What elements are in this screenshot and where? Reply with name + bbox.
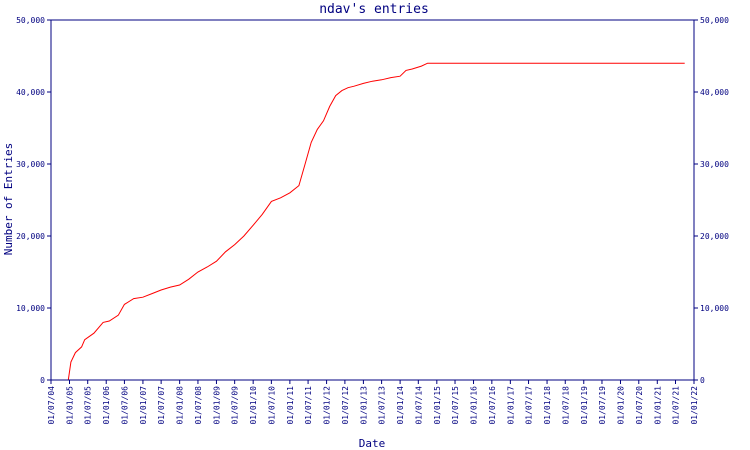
x-tick-label: 01/07/17	[525, 386, 534, 425]
x-tick-label: 01/07/20	[635, 386, 644, 425]
y-tick-label-right: 20,000	[700, 232, 729, 241]
y-tick-label-left: 10,000	[16, 304, 45, 313]
x-tick-label: 01/01/12	[323, 386, 332, 425]
x-tick-label: 01/07/21	[671, 386, 680, 425]
x-axis-label: Date	[359, 437, 386, 450]
x-tick-label: 01/07/04	[47, 386, 56, 425]
x-tick-label: 01/07/18	[561, 386, 570, 425]
x-tick-label: 01/07/11	[304, 386, 313, 425]
x-tick-label: 01/07/05	[84, 386, 93, 425]
x-tick-label: 01/01/13	[359, 386, 368, 425]
x-tick-label: 01/01/17	[506, 386, 515, 425]
axis-ticks: 0 0 10,000 10,000 20,000 20,000 30,000 30,000 40…	[16, 16, 729, 425]
plot-frame	[50, 19, 695, 381]
y-axis-label: Number of Entries	[2, 143, 15, 256]
x-tick-label: 01/01/11	[286, 386, 295, 425]
x-tick-label: 01/01/09	[212, 386, 221, 425]
x-tick-label: 01/07/13	[378, 386, 387, 425]
x-tick-label: 01/01/21	[653, 386, 662, 425]
y-tick-label-right: 30,000	[700, 160, 729, 169]
x-tick-label: 01/07/08	[194, 386, 203, 425]
y-tick-label-right: 10,000	[700, 304, 729, 313]
x-tick-label: 01/07/16	[488, 386, 497, 425]
x-tick-label: 01/07/06	[120, 386, 129, 425]
x-tick-label: 01/01/05	[66, 386, 75, 425]
x-tick-label: 01/01/14	[396, 386, 405, 425]
x-tick-label: 01/07/15	[451, 386, 460, 425]
x-tick-label: 01/07/07	[157, 386, 166, 425]
x-tick-label: 01/01/19	[580, 386, 589, 425]
series-line	[67, 62, 685, 381]
x-tick-label: 01/01/06	[102, 386, 111, 425]
x-tick-label: 01/07/19	[598, 386, 607, 425]
x-tick-label: 01/01/20	[616, 386, 625, 425]
y-tick-label-left: 50,000	[16, 16, 45, 25]
x-tick-label: 01/01/16	[470, 386, 479, 425]
x-tick-label: 01/07/09	[231, 386, 240, 425]
x-tick-label: 01/07/10	[267, 386, 276, 425]
y-tick-label-left: 30,000	[16, 160, 45, 169]
series-layer	[67, 62, 685, 381]
x-tick-label: 01/01/15	[433, 386, 442, 425]
y-tick-label-right: 50,000	[700, 16, 729, 25]
x-tick-label: 01/07/14	[414, 386, 423, 425]
y-tick-label-left: 40,000	[16, 88, 45, 97]
x-tick-label: 01/01/07	[139, 386, 148, 425]
x-tick-label: 01/01/08	[176, 386, 185, 425]
x-tick-label: 01/01/18	[543, 386, 552, 425]
y-tick-label-right: 40,000	[700, 88, 729, 97]
x-tick-label: 01/01/22	[690, 386, 699, 425]
y-tick-label-right: 0	[700, 376, 705, 385]
y-tick-label-left: 20,000	[16, 232, 45, 241]
x-tick-label: 01/07/12	[341, 386, 350, 425]
y-tick-label-left: 0	[40, 376, 45, 385]
x-tick-label: 01/01/10	[249, 386, 258, 425]
chart-title: ndav's entries	[319, 2, 429, 17]
